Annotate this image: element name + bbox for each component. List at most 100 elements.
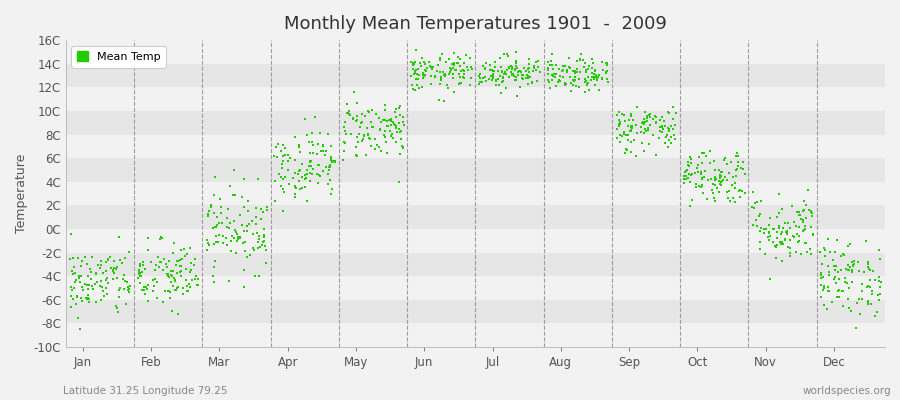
Point [695, 182, 709, 188]
Point [838, 279, 852, 285]
Point [137, 284, 151, 290]
Point [612, 108, 626, 115]
Bar [66, 87, 885, 111]
Point [275, 158, 290, 164]
Point [393, 136, 408, 143]
Point [817, 253, 832, 259]
Point [769, 255, 783, 262]
Point [71, 315, 86, 321]
Point [797, 226, 812, 233]
Point [310, 170, 324, 177]
Point [229, 229, 243, 235]
Point [619, 147, 634, 154]
Point [373, 125, 387, 132]
Point [63, 284, 77, 290]
Point [242, 221, 256, 227]
Point [479, 78, 493, 84]
Point [418, 67, 432, 73]
Point [316, 142, 330, 148]
Point [207, 192, 221, 198]
Point [444, 66, 458, 72]
Point [562, 65, 577, 72]
Point [478, 65, 492, 71]
Point [392, 126, 407, 132]
Point [337, 148, 351, 155]
Point [695, 183, 709, 189]
Point [99, 258, 113, 265]
Point [515, 72, 529, 78]
Point [302, 159, 317, 165]
Point [346, 116, 360, 122]
Point [612, 122, 626, 129]
Point [642, 111, 656, 118]
Point [361, 108, 375, 115]
Point [133, 280, 148, 286]
Point [434, 77, 448, 84]
Point [683, 160, 698, 166]
Point [475, 75, 490, 81]
Point [133, 261, 148, 267]
Point [842, 285, 856, 291]
Point [645, 116, 660, 122]
Point [72, 274, 86, 281]
Point [416, 70, 430, 76]
Point [102, 256, 116, 263]
Point [75, 258, 89, 264]
Point [454, 68, 468, 74]
Point [453, 63, 467, 70]
Point [493, 90, 508, 96]
Point [457, 71, 472, 78]
Point [235, 193, 249, 200]
Point [294, 160, 309, 167]
Point [685, 196, 699, 203]
Point [255, 241, 269, 248]
Point [787, 233, 801, 239]
Point [474, 78, 489, 85]
Point [267, 152, 282, 159]
Point [437, 72, 452, 78]
Point [106, 276, 121, 283]
Point [103, 254, 117, 261]
Point [872, 273, 886, 280]
Point [303, 150, 318, 156]
Point [392, 105, 406, 112]
Point [496, 74, 510, 81]
Point [117, 271, 131, 278]
Point [703, 160, 717, 166]
Point [94, 284, 109, 290]
Point [680, 166, 694, 173]
Point [389, 114, 403, 120]
Point [368, 111, 382, 118]
Point [81, 296, 95, 302]
Point [176, 291, 190, 297]
Point [434, 74, 448, 80]
Point [493, 73, 508, 80]
Point [179, 266, 194, 272]
Point [241, 198, 256, 204]
Point [827, 262, 842, 269]
Point [65, 286, 79, 293]
Point [233, 212, 248, 218]
Point [238, 204, 252, 210]
Point [677, 173, 691, 179]
Point [489, 77, 503, 83]
Point [774, 258, 788, 265]
Point [411, 66, 426, 73]
Point [303, 157, 318, 164]
Point [258, 243, 273, 249]
Point [455, 74, 470, 81]
Point [384, 133, 399, 140]
Point [173, 257, 187, 264]
Point [81, 294, 95, 301]
Point [695, 174, 709, 181]
Point [698, 153, 713, 159]
Point [752, 245, 767, 252]
Point [776, 224, 790, 231]
Point [701, 177, 716, 183]
Point [415, 54, 429, 61]
Point [139, 291, 153, 297]
Point [492, 54, 507, 61]
Point [688, 181, 703, 188]
Point [325, 186, 339, 192]
Point [496, 78, 510, 84]
